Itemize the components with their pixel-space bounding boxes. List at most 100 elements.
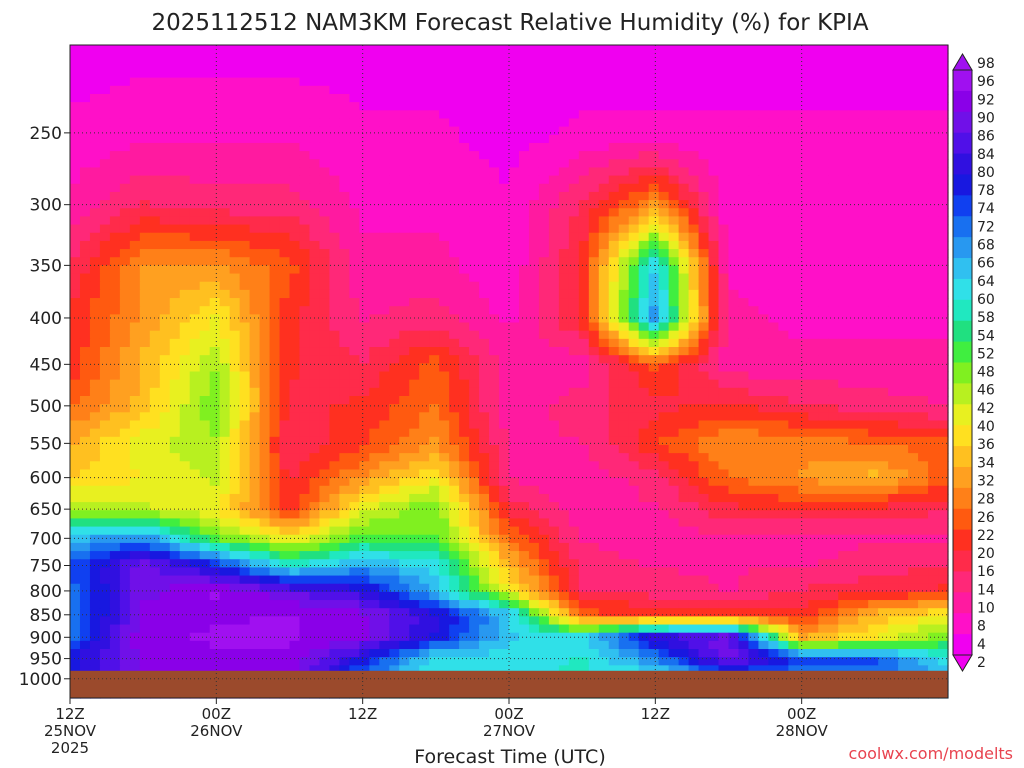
rh-cell [259,461,271,471]
rh-cell [279,485,291,495]
rh-cell [229,93,241,103]
rh-cell [808,159,819,169]
rh-cell [658,322,670,332]
rh-cell [429,477,440,487]
rh-cell [678,493,690,503]
rh-cell [918,306,929,315]
rh-cell [379,110,390,120]
rh-cell [409,216,420,226]
rh-cell [728,420,740,430]
rh-cell [249,93,261,103]
rh-cell [908,142,919,152]
rh-cell [668,257,680,266]
rh-cell [499,265,510,275]
rh-cell [618,444,630,454]
rh-cell [828,45,839,54]
rh-cell [568,493,580,503]
rh-cell [528,265,540,275]
rh-cell [309,347,321,356]
rh-cell [449,273,460,283]
rh-cell [89,45,101,54]
rh-cell [219,142,231,152]
rh-cell [568,387,580,397]
rh-cell [70,330,81,340]
rh-cell [838,110,849,120]
rh-cell [748,404,760,413]
rh-cell [658,281,670,291]
rh-cell [429,224,440,234]
rh-cell [449,298,460,307]
rh-cell [499,142,510,152]
rh-cell [469,306,480,315]
rh-cell [429,77,440,87]
rh-cell [798,126,809,136]
rh-cell [199,322,211,332]
rh-cell [918,110,929,120]
rh-cell [648,53,660,62]
rh-cell [249,240,261,250]
rh-cell [518,69,530,79]
rh-cell [279,183,291,193]
rh-cell [179,240,191,250]
rh-cell [379,330,390,340]
rh-cell [828,355,839,364]
rh-cell [509,289,520,299]
rh-cell [79,167,91,177]
rh-cell [918,118,929,128]
rh-cell [229,502,241,511]
rh-cell [878,298,889,307]
rh-cell [419,69,430,79]
rh-cell [99,151,111,160]
rh-cell [319,338,331,348]
rh-cell [898,363,909,373]
rh-cell [119,200,131,209]
rh-cell [868,183,879,193]
rh-cell [728,289,740,299]
rh-cell [648,134,660,144]
rh-cell [898,453,909,462]
rh-cell [159,118,171,128]
rh-cell [778,412,789,422]
rh-cell [259,298,271,307]
rh-cell [329,502,340,511]
rh-cell [389,85,400,95]
rh-cell [219,110,231,120]
rh-cell [838,444,849,454]
rh-cell [578,134,590,144]
rh-cell [389,257,400,266]
rh-cell [319,142,331,152]
rh-cell [638,493,650,503]
rh-cell [149,436,161,446]
rh-cell [259,355,271,364]
rh-cell [179,371,191,381]
rh-cell [179,167,191,177]
rh-cell [369,322,380,332]
rh-cell [538,363,550,373]
rh-cell [578,436,590,446]
rh-cell [568,338,580,348]
rh-cell [908,240,919,250]
rh-cell [698,404,710,413]
rh-cell [149,502,161,511]
rh-cell [518,453,530,462]
rh-cell [129,436,141,446]
rh-cell [578,420,590,430]
rh-cell [89,69,101,79]
rh-cell [748,477,760,487]
rh-cell [888,265,899,275]
rh-cell [299,257,311,266]
rh-cell [139,273,151,283]
rh-cell [598,53,610,62]
rh-cell [99,347,111,356]
rh-cell [788,216,799,226]
rh-cell [928,436,939,446]
rh-cell [319,200,331,209]
rh-cell [119,216,131,226]
rh-cell [788,200,799,209]
rh-cell [878,281,889,291]
rh-cell [369,159,380,169]
rh-cell [319,322,331,332]
rh-cell [99,134,111,144]
rh-cell [289,167,301,177]
rh-cell [469,265,480,275]
